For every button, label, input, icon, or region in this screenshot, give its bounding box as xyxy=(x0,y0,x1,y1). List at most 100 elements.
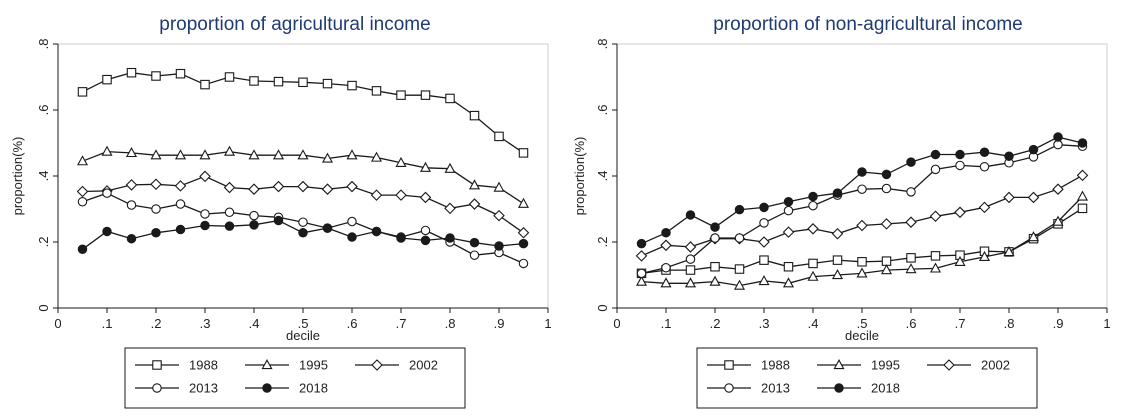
chart-panel-1: proportion of non-agricultural income 0 .2… xyxy=(572,14,1111,409)
data-point xyxy=(370,151,383,162)
data-point xyxy=(298,228,308,238)
data-point xyxy=(832,255,843,265)
legend-box xyxy=(124,347,466,409)
data-point xyxy=(636,268,647,279)
data-point xyxy=(759,218,769,228)
x-tick-label: .7 xyxy=(955,316,966,331)
data-point xyxy=(347,80,357,91)
data-point xyxy=(734,264,745,274)
data-point xyxy=(76,185,89,198)
legend-item-2002: 2002 xyxy=(927,358,1010,373)
data-point xyxy=(518,258,529,269)
legend-marker xyxy=(261,359,273,370)
legend-label: 1988 xyxy=(761,358,790,373)
legend-marker xyxy=(371,359,383,371)
data-point xyxy=(733,279,746,290)
data-point xyxy=(906,187,916,197)
data-point xyxy=(978,201,991,214)
series-1988 xyxy=(636,203,1088,279)
x-tick-label: .5 xyxy=(857,316,868,331)
y-tick-label: .2 xyxy=(36,237,51,248)
data-point xyxy=(685,210,696,220)
data-point xyxy=(371,226,382,237)
y-tick-label: .8 xyxy=(595,39,610,50)
legend-box xyxy=(696,347,1038,409)
series-1995 xyxy=(76,145,530,208)
data-point xyxy=(420,90,431,100)
x-tick-label: .1 xyxy=(102,316,113,331)
x-tick-label: .3 xyxy=(200,316,211,331)
legend-marker xyxy=(724,360,734,370)
data-point xyxy=(979,162,990,172)
data-point xyxy=(1052,183,1064,195)
x-tick-label: 1 xyxy=(544,316,551,331)
data-point xyxy=(905,216,917,228)
data-point xyxy=(1052,215,1064,226)
legend-marker xyxy=(943,359,955,371)
data-point xyxy=(635,275,648,286)
data-point xyxy=(493,209,505,222)
data-point xyxy=(199,170,211,183)
data-point xyxy=(1027,231,1040,242)
data-point xyxy=(199,149,211,160)
x-tick-label: .3 xyxy=(759,316,770,331)
x-tick-label: .4 xyxy=(808,316,819,331)
y-tick-label: .8 xyxy=(36,39,51,50)
data-point xyxy=(978,250,991,262)
data-point xyxy=(684,241,697,253)
data-point xyxy=(1027,191,1040,204)
series-2018 xyxy=(77,215,529,255)
series-2018 xyxy=(636,132,1088,249)
legend-marker xyxy=(152,360,162,370)
x-axis-label: decile xyxy=(845,328,879,343)
y-tick-label: .4 xyxy=(595,171,610,182)
data-point xyxy=(807,270,819,281)
data-point xyxy=(297,149,309,160)
data-point xyxy=(710,233,720,243)
data-point xyxy=(151,228,161,238)
series-line xyxy=(641,144,1083,275)
data-point xyxy=(444,202,456,215)
data-point xyxy=(150,178,162,191)
legend-label: 2002 xyxy=(409,358,438,373)
legend-label: 2002 xyxy=(981,358,1010,373)
legend: 1988 1995 2002 2013 2018 xyxy=(696,347,1038,409)
data-point xyxy=(248,183,260,195)
data-point xyxy=(469,237,480,248)
legend-label: 1988 xyxy=(189,358,218,373)
x-tick-label: .7 xyxy=(396,316,407,331)
data-point xyxy=(782,226,795,238)
legend: 1988 1995 2002 2013 2018 xyxy=(124,347,466,409)
data-point xyxy=(930,149,941,160)
data-point xyxy=(734,233,745,243)
data-point xyxy=(954,255,966,266)
x-tick-label: .4 xyxy=(249,316,260,331)
data-point xyxy=(930,251,941,261)
data-point xyxy=(661,262,671,273)
data-point xyxy=(77,244,88,255)
data-point xyxy=(370,189,383,201)
data-point xyxy=(710,222,720,232)
data-point xyxy=(419,161,432,172)
data-point xyxy=(77,196,88,207)
data-point xyxy=(1028,144,1039,155)
legend-label: 2013 xyxy=(761,381,790,396)
data-point xyxy=(929,210,942,223)
data-point xyxy=(808,258,818,269)
data-point xyxy=(444,162,456,173)
x-tick-label: .2 xyxy=(151,316,162,331)
data-point xyxy=(831,269,844,280)
data-point xyxy=(125,146,138,158)
data-point xyxy=(297,180,309,193)
data-point xyxy=(709,275,721,286)
data-point xyxy=(1076,169,1089,182)
x-tick-label: .6 xyxy=(347,316,358,331)
data-point xyxy=(151,71,161,81)
legend-label: 1995 xyxy=(871,358,900,373)
data-point xyxy=(955,160,965,171)
data-point xyxy=(518,148,529,158)
data-point xyxy=(517,226,530,239)
data-point xyxy=(272,149,285,160)
data-point xyxy=(468,198,481,210)
